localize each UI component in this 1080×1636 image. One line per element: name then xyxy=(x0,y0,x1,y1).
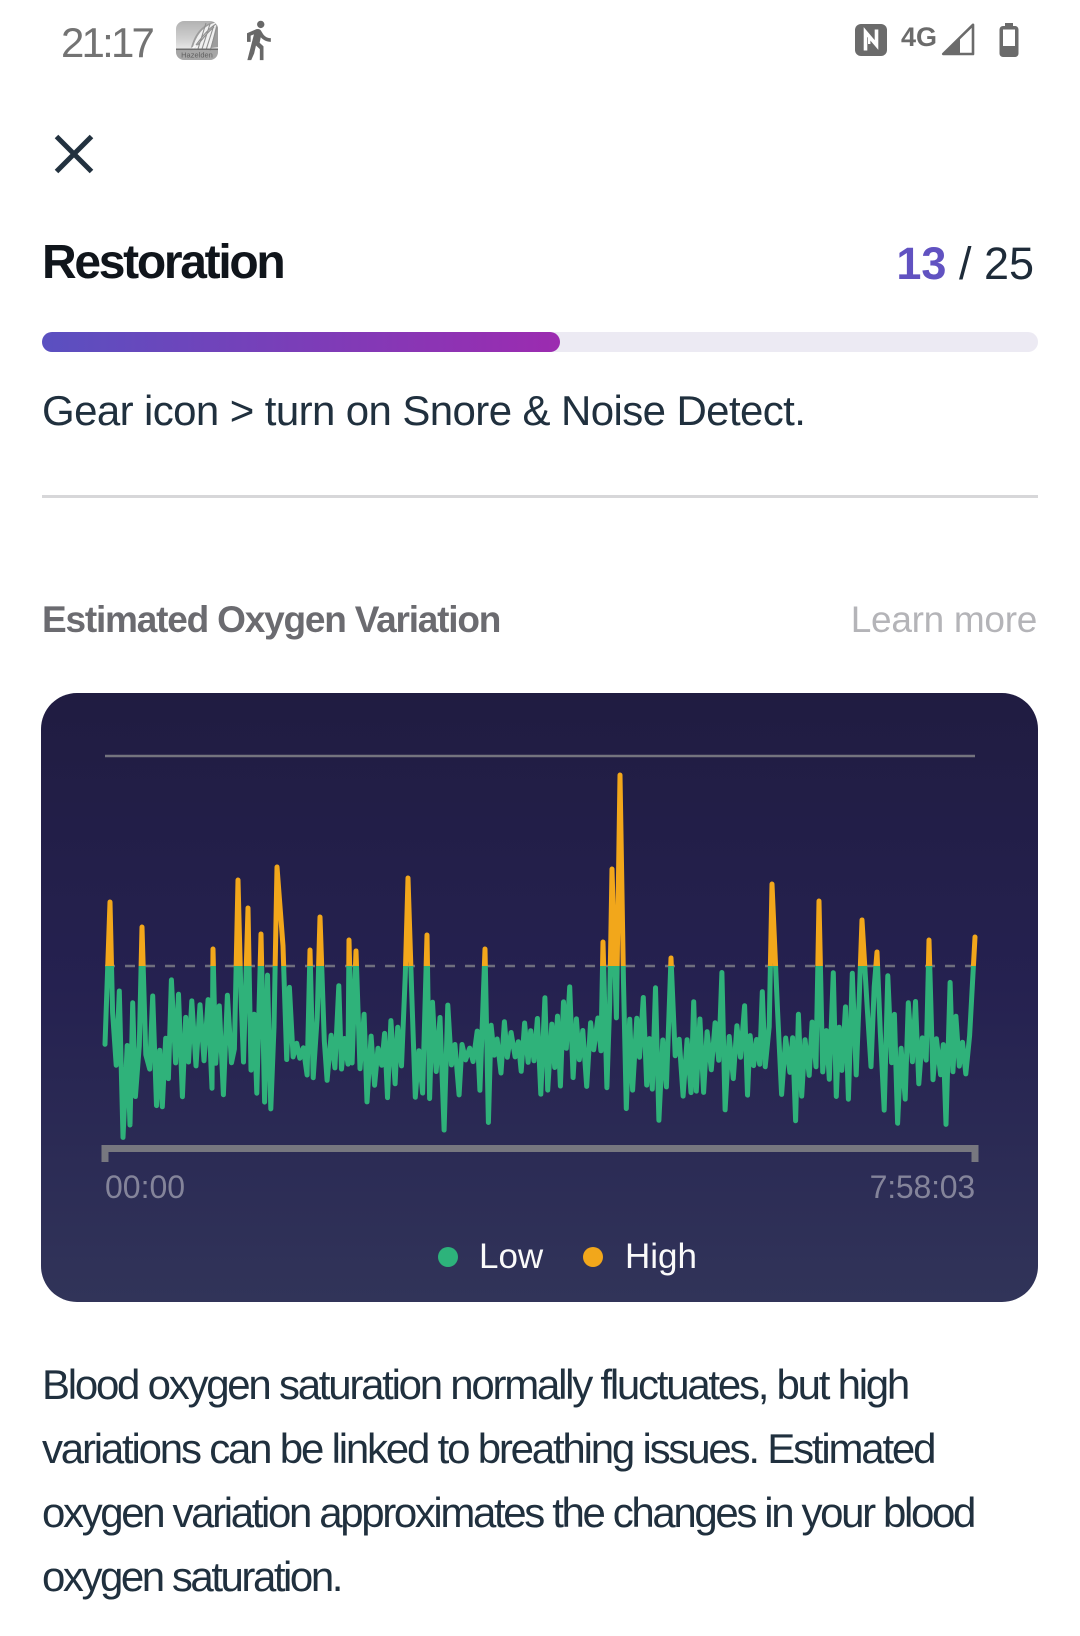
svg-text:Hazelden: Hazelden xyxy=(181,51,213,60)
